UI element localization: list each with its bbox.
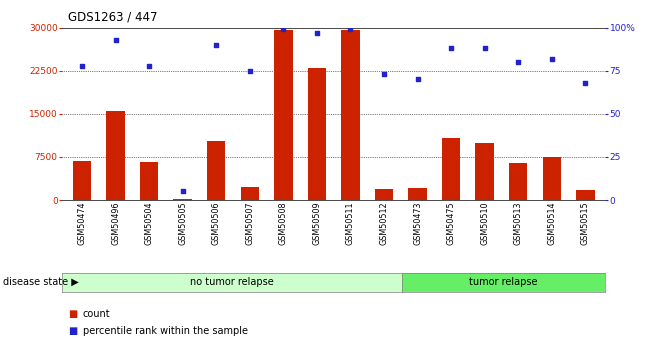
Bar (308, 68, 326, 200)
Bar (408, 188, 427, 200)
Bar (207, 141, 225, 200)
Text: GDS1263 / 447: GDS1263 / 447 (68, 10, 158, 23)
Point (245, 68, 255, 73)
Text: tumor relapse: tumor relapse (469, 277, 538, 287)
Point (412, 77, 422, 82)
Point (513, 59, 523, 65)
Bar (140, 161, 158, 200)
Point (77, 63, 87, 68)
Point (110, 37, 120, 42)
Bar (274, 30, 292, 200)
Bar (576, 190, 594, 200)
Point (144, 63, 154, 68)
Text: no tumor relapse: no tumor relapse (190, 277, 273, 287)
Text: disease state ▶: disease state ▶ (3, 277, 79, 287)
Bar (240, 187, 259, 200)
Point (211, 42, 221, 48)
Point (580, 80, 590, 86)
Point (547, 56, 557, 61)
Point (379, 71, 389, 77)
Bar (173, 199, 192, 200)
Point (278, 27, 288, 32)
Point (479, 46, 490, 51)
Bar (73, 161, 91, 200)
Bar (475, 142, 494, 200)
Text: ■: ■ (68, 326, 77, 336)
Bar (341, 30, 359, 200)
Text: ■: ■ (68, 309, 77, 319)
Point (312, 30, 322, 36)
Bar (509, 163, 527, 200)
Point (178, 189, 188, 194)
Bar (542, 157, 561, 200)
Point (345, 27, 355, 32)
Text: percentile rank within the sample: percentile rank within the sample (83, 326, 247, 336)
Text: count: count (83, 309, 110, 319)
Bar (442, 138, 460, 200)
Bar (375, 189, 393, 200)
Bar (106, 111, 125, 200)
Point (446, 46, 456, 51)
